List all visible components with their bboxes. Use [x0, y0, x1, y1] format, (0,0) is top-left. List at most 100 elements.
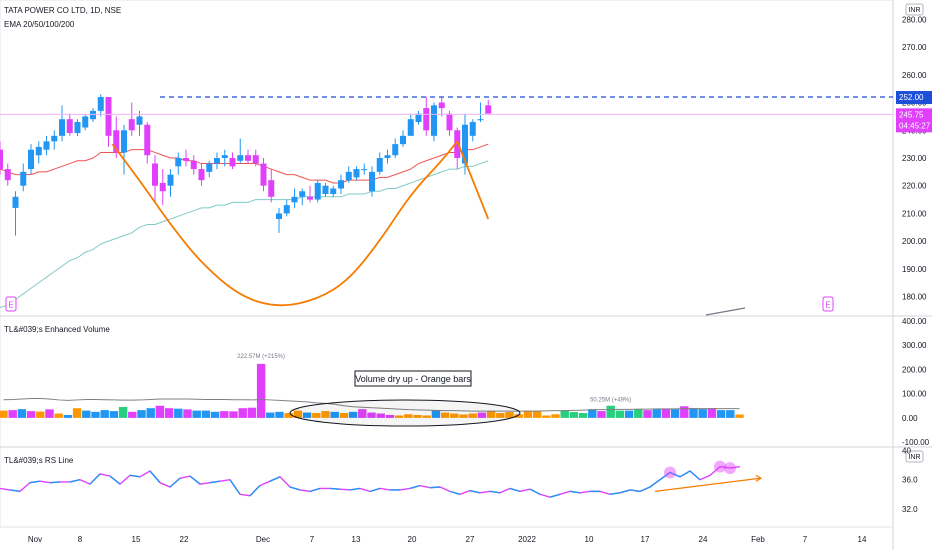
volume-bar: [385, 414, 395, 418]
rs-line-up-segment: [289, 486, 301, 491]
candle-body: [4, 169, 11, 181]
trend-stub: [705, 307, 746, 316]
volume-tick-label: 200.00: [902, 365, 927, 374]
volume-bar: [0, 410, 8, 418]
rs-new-high-dot: [664, 466, 676, 479]
volume-tick-label: 0.00: [902, 414, 918, 423]
rs-pane: [0, 460, 763, 498]
volume-bar: [652, 409, 661, 418]
volume-bar: [615, 410, 625, 418]
price-tick-label: 280.00: [902, 15, 927, 24]
candle-body: [35, 146, 42, 156]
rs-line-up-segment: [349, 487, 361, 491]
rs-pane-title: TL&#039;s RS Line: [4, 456, 74, 465]
rs-line: [0, 465, 741, 498]
candle-body: [136, 116, 143, 125]
volume-bar: [422, 415, 431, 418]
volume-bar: [634, 409, 643, 418]
time-tick-label: 20: [408, 535, 417, 544]
time-axis[interactable]: Nov 8 15 22 Dec 7 13 20 27 2022 10 17 24 Feb 7 14: [28, 535, 867, 544]
volume-bar: [82, 410, 91, 418]
time-tick-label: 8: [78, 535, 83, 544]
candle-body: [121, 130, 127, 153]
last-price-tag-text: 04:45:27: [899, 121, 931, 130]
candle-body: [252, 155, 259, 164]
volume-peak-label: 222.57M (+215%): [237, 354, 285, 360]
volume-bar: [183, 409, 192, 418]
rs-line-up-segment: [649, 479, 661, 488]
volume-bar: [91, 411, 100, 418]
price-axis[interactable]: 180.00190.00200.00210.00220.00230.00240.…: [896, 3, 932, 514]
volume-bar: [689, 408, 698, 418]
rs-tick-label: 36.0: [902, 476, 918, 485]
time-tick-label: 14: [858, 535, 867, 544]
volume-bar: [431, 410, 441, 418]
candle-body: [369, 171, 375, 192]
candle-body: [260, 163, 267, 186]
time-tick-label: 27: [466, 535, 475, 544]
candle-body: [361, 169, 368, 171]
volume-bar: [293, 410, 303, 418]
price-tick-label: 210.00: [902, 209, 927, 218]
time-tick-label: 13: [352, 535, 361, 544]
volume-bar: [661, 408, 671, 418]
volume-bar: [394, 415, 404, 418]
candle-body: [229, 158, 236, 167]
candle-body: [469, 121, 476, 136]
price-tick-label: 200.00: [902, 237, 927, 246]
volume-bar: [505, 412, 514, 418]
candle-body: [415, 113, 422, 122]
symbol-title: TATA POWER CO LTD, 1D, NSE: [4, 6, 122, 15]
time-tick-label: 10: [585, 535, 594, 544]
plot-frame: [0, 0, 894, 528]
indicator-legend: EMA 20/50/100/200: [4, 20, 75, 29]
candle-body: [400, 135, 406, 145]
rs-line-up-segment: [69, 479, 81, 483]
volume-pane: Volume dry up - Orange bars 222.57M (+215…: [0, 354, 744, 427]
volume-bar: [348, 411, 358, 418]
volume-bar: [606, 405, 615, 418]
volume-bar: [698, 409, 707, 418]
volume-bar: [726, 410, 735, 418]
rs-line-up-segment: [169, 477, 181, 488]
volume-bar: [36, 411, 45, 418]
volume-average-line: [3, 397, 740, 412]
volume-bar: [45, 409, 54, 418]
volume-bar: [643, 410, 652, 418]
candle-body: [82, 116, 89, 128]
volume-bar: [597, 411, 606, 418]
rs-line-up-segment: [569, 490, 581, 494]
candle-body: [74, 121, 81, 134]
candle-body: [128, 119, 135, 131]
candle-body: [105, 97, 112, 136]
candle-body: [183, 158, 189, 161]
price-tick-label: 270.00: [902, 43, 927, 52]
cup-pattern: [111, 140, 458, 307]
candle-body: [268, 180, 275, 197]
volume-bar: [514, 414, 523, 418]
rs-line-up-segment: [249, 485, 261, 497]
currency-badge: [905, 3, 924, 16]
time-tick-label: 7: [803, 535, 808, 544]
candle-body: [214, 158, 220, 164]
rs-line-up-segment: [229, 479, 241, 495]
candle-body: [454, 130, 461, 158]
rs-line-up-segment: [189, 475, 201, 485]
rs-line-up-segment: [489, 490, 501, 494]
dry-up-ellipse: [289, 399, 521, 427]
candle-body: [462, 124, 468, 164]
volume-bar: [716, 410, 726, 418]
volume-bar: [137, 410, 146, 418]
rs-line-up-segment: [269, 476, 281, 482]
candle-body: [90, 110, 96, 120]
rs-line-up-segment: [619, 489, 631, 494]
candle-body: [167, 174, 174, 186]
candle-body: [12, 196, 19, 208]
rs-line-up-segment: [529, 488, 541, 495]
candle-body: [322, 185, 329, 195]
volume-bar: [201, 410, 211, 418]
candle-body: [237, 155, 244, 161]
volume-bar: [256, 363, 266, 418]
rs-trend-arrow: [755, 474, 763, 482]
